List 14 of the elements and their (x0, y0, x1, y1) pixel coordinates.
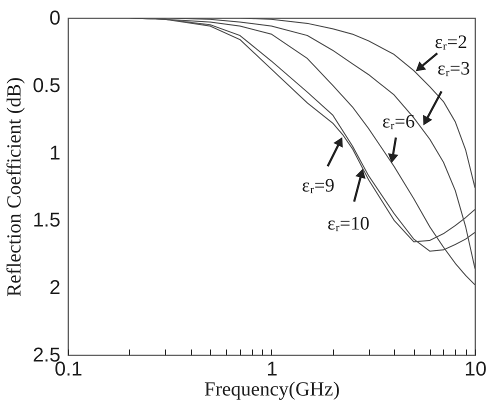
y-tick-label: 0.5 (32, 74, 60, 97)
y-axis-title: Reflection Coefficient (dB) (4, 77, 26, 297)
x-tick-label: 1 (266, 358, 278, 380)
y-tick-label: 1 (49, 142, 60, 164)
y-tick-label: 2 (49, 277, 60, 300)
annotation: εᵣ=3 (437, 58, 470, 80)
x-tick-label: 10 (464, 358, 487, 380)
y-tick-label: 0 (49, 8, 60, 30)
y-tick-label: 1.5 (32, 210, 60, 232)
annotation: εᵣ=6 (382, 112, 415, 133)
annotation: εᵣ=10 (327, 213, 370, 234)
x-axis-title: Frequency(GHz) (204, 378, 340, 400)
annotation: εᵣ=2 (434, 32, 468, 53)
annotation: εᵣ=9 (302, 175, 334, 196)
